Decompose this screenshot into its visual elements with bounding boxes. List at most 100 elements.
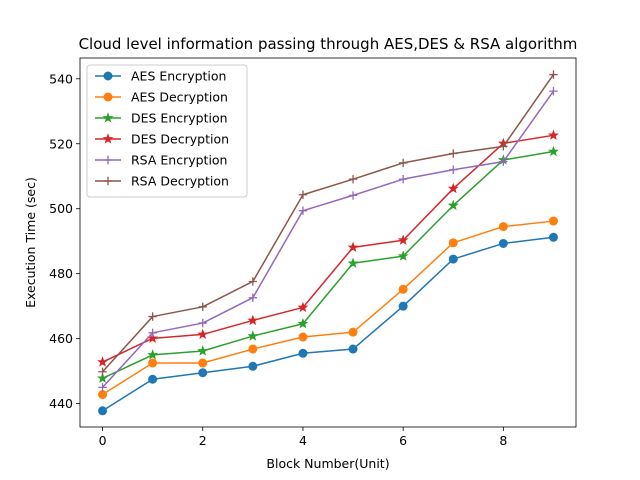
data-point-aes-decryption xyxy=(198,358,208,368)
data-point-rsa-decryption xyxy=(98,367,107,376)
x-axis: 0 2 4 6 8 xyxy=(99,427,507,448)
data-point-rsa-encryption xyxy=(248,293,258,302)
data-point-des-encryption xyxy=(347,257,359,268)
data-point-des-decryption xyxy=(447,182,459,194)
data-point-aes-encryption xyxy=(398,301,408,311)
data-point-rsa-encryption xyxy=(449,165,458,174)
data-point-rsa-decryption xyxy=(198,302,207,312)
series-rsa-decryption xyxy=(98,70,558,376)
x-tick-label: 8 xyxy=(499,433,507,448)
data-point-des-decryption xyxy=(397,234,409,245)
legend-marker xyxy=(103,155,113,165)
data-point-des-decryption xyxy=(297,301,309,313)
y-axis-label: Execution Time (sec) xyxy=(23,177,38,308)
data-point-des-encryption xyxy=(397,250,409,261)
series-layer xyxy=(97,70,559,416)
legend-item-aes-encryption: AES Encryption xyxy=(95,69,226,84)
legend-label: RSA Encryption xyxy=(131,153,227,168)
data-point-des-encryption xyxy=(297,317,309,329)
data-point-rsa-encryption xyxy=(298,206,308,215)
data-point-des-decryption xyxy=(97,356,109,367)
data-point-des-decryption xyxy=(547,129,559,140)
data-point-des-decryption xyxy=(347,241,359,253)
data-point-rsa-encryption xyxy=(148,328,157,338)
data-point-rsa-decryption xyxy=(248,277,258,286)
legend-marker xyxy=(103,176,113,186)
data-point-des-encryption xyxy=(147,349,159,360)
x-axis-label: Block Number(Unit) xyxy=(266,456,389,471)
data-point-aes-decryption xyxy=(498,222,508,232)
x-tick-label: 0 xyxy=(99,433,107,448)
data-point-rsa-encryption xyxy=(398,174,408,184)
data-point-rsa-decryption xyxy=(449,149,458,158)
data-point-rsa-encryption xyxy=(499,157,508,166)
legend-label: DES Encryption xyxy=(131,111,228,126)
data-point-aes-encryption xyxy=(98,406,108,416)
legend-marker xyxy=(102,133,114,144)
data-point-aes-decryption xyxy=(148,358,158,368)
series-aes-encryption xyxy=(98,232,558,416)
data-point-des-decryption xyxy=(197,328,209,340)
data-point-des-encryption xyxy=(197,345,209,356)
legend-box xyxy=(86,64,248,198)
data-point-aes-decryption xyxy=(348,327,358,337)
y-axis: 440 460 480 500 520 540 xyxy=(49,71,80,411)
series-line-des-encryption xyxy=(102,150,554,379)
legend-label: DES Decryption xyxy=(131,132,229,147)
data-point-rsa-encryption xyxy=(198,318,207,328)
legend-marker xyxy=(103,71,113,81)
data-point-aes-decryption xyxy=(398,284,408,294)
data-point-des-encryption xyxy=(547,145,559,157)
y-tick-label: 540 xyxy=(49,71,73,86)
legend-label: AES Decryption xyxy=(131,90,228,105)
y-tick-label: 500 xyxy=(49,201,73,216)
data-point-des-encryption xyxy=(97,372,109,383)
legend-label: RSA Decryption xyxy=(131,174,229,189)
data-point-aes-encryption xyxy=(448,254,458,264)
data-point-aes-encryption xyxy=(298,348,308,358)
legend: AES Encryption AES Decryption DES Encrypti… xyxy=(86,64,248,198)
data-point-rsa-encryption xyxy=(348,191,358,200)
legend-item-des-decryption: DES Decryption xyxy=(95,132,229,147)
legend-item-rsa-encryption: RSA Encryption xyxy=(95,153,227,168)
x-tick-label: 2 xyxy=(199,433,207,448)
data-point-aes-decryption xyxy=(448,238,458,248)
series-line-rsa-encryption xyxy=(101,90,555,388)
plot-frame xyxy=(79,57,577,428)
data-point-des-encryption xyxy=(447,199,459,211)
data-point-rsa-decryption xyxy=(398,158,408,168)
series-aes-decryption xyxy=(98,216,558,400)
legend-marker xyxy=(103,92,113,102)
series-rsa-encryption xyxy=(98,86,558,392)
legend-item-rsa-decryption: RSA Decryption xyxy=(95,174,229,189)
y-tick-label: 520 xyxy=(49,136,73,151)
data-point-rsa-encryption xyxy=(98,383,107,392)
data-point-rsa-decryption xyxy=(499,142,508,151)
data-point-rsa-decryption xyxy=(148,312,157,321)
legend-item-des-encryption: DES Encryption xyxy=(95,111,228,126)
data-point-aes-encryption xyxy=(498,238,508,248)
data-point-aes-decryption xyxy=(98,390,108,400)
legend-marker xyxy=(102,112,114,123)
legend-item-aes-decryption: AES Decryption xyxy=(95,90,228,105)
series-line-rsa-decryption xyxy=(101,74,555,373)
data-point-aes-encryption xyxy=(348,344,358,354)
data-point-rsa-encryption xyxy=(549,86,558,96)
x-tick-label: 4 xyxy=(299,433,307,448)
data-point-aes-decryption xyxy=(298,332,308,342)
legend-label: AES Encryption xyxy=(131,69,226,84)
data-point-rsa-decryption xyxy=(549,70,558,79)
series-line-aes-encryption xyxy=(102,236,554,412)
data-point-des-encryption xyxy=(247,330,259,341)
y-tick-label: 480 xyxy=(49,266,73,281)
data-point-rsa-decryption xyxy=(348,174,358,184)
data-point-aes-encryption xyxy=(548,232,558,242)
x-tick-label: 6 xyxy=(399,433,407,448)
data-point-aes-decryption xyxy=(548,216,558,226)
chart-title: Cloud level information passing through … xyxy=(79,35,578,53)
y-tick-label: 440 xyxy=(49,396,73,411)
data-point-aes-encryption xyxy=(248,361,258,371)
data-point-rsa-decryption xyxy=(298,190,308,199)
data-point-aes-decryption xyxy=(248,344,258,354)
